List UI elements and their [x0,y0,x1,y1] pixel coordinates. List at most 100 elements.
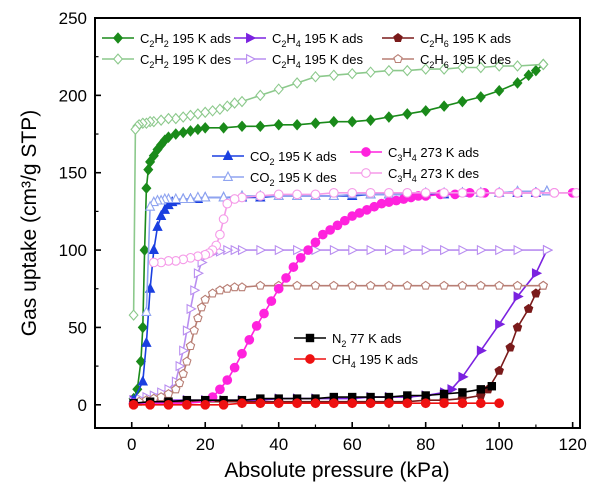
data-point-c2h4-195-k-ads [513,291,524,302]
data-point-c2h6-195-k-des [347,280,357,290]
legend-entry-c3h4-273-k-des: C3H4 273 K des [350,166,479,184]
x-tick-label: 0 [127,435,136,454]
data-point-c2h6-195-k-des [420,280,431,290]
legend-label: C2H6 195 K ads [420,31,511,49]
legend-marker [112,32,124,44]
data-point-ch4-195-k-ads [218,399,229,410]
data-point-co2-195-k-ads [155,209,167,221]
legend-marker [112,53,124,65]
data-point-c3h4-273-k-des [148,257,159,268]
legend-label: CH4 195 K ads [332,352,418,370]
legend-marker [361,147,371,157]
legend-entry-c2h6-195-k-ads: C2H6 195 K ads [382,31,511,49]
data-point-c2h2-195-k-ads [383,111,394,123]
data-point-c2h2-195-k-des [130,123,141,136]
data-point-c3h4-273-k-des [215,229,225,240]
data-point-c2h6-195-k-des [171,384,181,394]
data-point-c2h2-195-k-ads [185,125,196,137]
data-point-c2h4-195-k-ads [476,345,487,356]
data-point-c3h4-273-k-des [384,187,394,198]
data-point-c2h2-195-k-des [512,60,523,72]
data-point-c2h4-195-k-des [542,244,554,256]
data-layer [128,58,582,410]
data-point-c2h2-195-k-ads [310,117,321,130]
data-point-c3h4-273-k-ads [273,283,284,294]
data-point-ch4-195-k-ads [439,398,449,409]
y-axis-title: Gas uptake (cm³/g STP) [18,110,41,336]
data-point-c2h6-195-k-des [156,392,166,402]
legend-label: C2H2 195 K des [140,52,231,70]
legend-entry-c2h6-195-k-des: C2H6 195 K des [382,52,511,70]
data-point-c2h2-195-k-des [494,60,505,72]
series-c2h4-195-k-ads [129,244,554,406]
data-point-c2h4-195-k-des [223,244,234,256]
series-c2h4-195-k-des [129,244,554,407]
data-point-ch4-195-k-ads [310,398,321,409]
series-c3h4-273-k-ads [128,187,578,409]
data-point-c2h4-195-k-des [440,244,451,256]
data-point-c2h6-195-k-des [512,280,523,290]
data-point-co2-195-k-des [200,191,211,202]
data-point-n2-77-k-ads [421,391,430,400]
y-tick-label: 100 [59,241,87,260]
legend-entry-c2h4-195-k-des: C2H4 195 K des [234,52,363,70]
data-point-co2-195-k-des [141,305,152,316]
x-tick-label: 100 [485,435,513,454]
data-point-c2h6-195-k-des [196,302,207,312]
legend-label: N2 77 K ads [332,331,402,349]
data-point-c2h4-195-k-des [182,325,194,336]
data-point-c2h6-195-k-des [538,280,548,290]
data-point-c3h4-273-k-ads [317,229,328,240]
data-point-c2h6-195-k-ads [494,365,504,375]
data-point-c2h6-195-k-des [174,378,185,388]
legend-layer: C2H2 195 K ads C2H2 195 K des C2H4 195 K a… [102,31,511,370]
data-point-co2-195-k-des [185,192,196,204]
legend-marker [393,33,403,43]
x-tick-label: 40 [269,435,288,454]
data-point-c2h2-195-k-des [128,309,139,321]
data-point-c3h4-273-k-ads [310,237,321,248]
legend-marker [246,32,257,44]
data-point-n2-77-k-ads [403,391,412,400]
data-point-n2-77-k-ads [487,382,497,391]
data-point-c2h2-195-k-des [229,97,240,109]
data-point-c2h6-195-k-des [494,280,504,290]
data-point-c2h6-195-k-des [292,280,302,290]
series-ch4-195-k-ads [128,398,505,410]
data-point-c2h6-195-k-des [237,282,247,292]
data-point-c2h2-195-k-des [457,61,468,74]
legend-label: C3H4 273 K des [388,166,479,184]
series-line-c3h4-273-k-ads [133,192,573,405]
data-point-c2h6-195-k-ads [531,288,541,298]
series-c2h2-195-k-des [128,58,549,321]
data-point-c2h6-195-k-ads [512,322,523,332]
data-point-c3h4-273-k-des [328,187,339,198]
data-point-c2h6-195-k-des [207,288,218,298]
y-tick-label: 250 [59,9,87,28]
data-point-c2h6-195-k-des [189,325,199,335]
data-point-c2h2-195-k-des [163,112,174,125]
data-point-c3h4-273-k-des [512,187,523,198]
data-point-c2h6-195-k-des [384,280,394,290]
data-point-co2-195-k-ads [152,220,163,231]
data-point-c2h2-195-k-des [255,89,266,102]
data-point-c2h2-195-k-ads [530,64,541,77]
axes-layer: 0 20 40 60 80 100 120 0 50 100 150 200 250 [59,9,587,454]
data-point-c2h2-195-k-des [439,63,450,75]
data-point-c3h4-273-k-des [222,198,233,209]
data-point-c2h6-195-k-des [402,280,413,290]
data-point-c2h2-195-k-ads [135,355,146,368]
data-point-c2h2-195-k-des [214,103,225,116]
data-point-c2h2-195-k-ads [163,131,174,143]
x-tick-label: 80 [416,435,435,454]
legend-marker [246,53,257,65]
legend-marker [222,149,234,160]
x-axis-title: Absolute pressure (kPa) [224,459,449,482]
y-tick-label: 150 [59,164,87,183]
data-point-c3h4-273-k-des [475,187,486,198]
legend-label: C2H6 195 K des [420,52,511,70]
series-c3h4-273-k-des [148,187,582,268]
legend-entry-ch4-195-k-ads: CH4 195 K ads [294,352,418,370]
legend-label: C2H4 195 K des [272,52,363,70]
